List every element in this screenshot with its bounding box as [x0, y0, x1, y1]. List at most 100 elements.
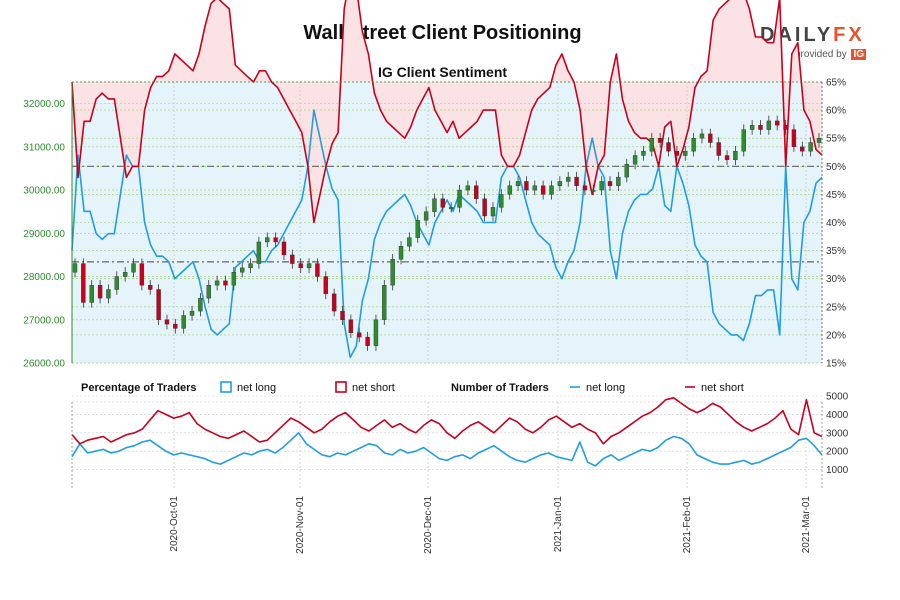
- logo-word-accent: FX: [833, 24, 865, 46]
- candle-body: [749, 125, 755, 130]
- price-tick-label: 26000.00: [23, 359, 65, 370]
- candle-body: [691, 137, 696, 152]
- legend-pct-long-swatch: [220, 381, 232, 393]
- legend-num-long: net long: [586, 382, 625, 394]
- candle-body: [181, 315, 186, 329]
- candle-body: [323, 276, 328, 295]
- candle-body: [164, 319, 170, 325]
- pct-tick-label: 30%: [826, 274, 846, 285]
- candle-body: [591, 189, 596, 192]
- pct-tick-label: 60%: [826, 106, 846, 117]
- candle-body: [290, 254, 295, 264]
- pct-tick-label: 65%: [826, 78, 846, 89]
- top-panel-pct-lines: [71, 0, 823, 359]
- pct-tick-label: 20%: [826, 330, 846, 341]
- legend-num-short: net short: [701, 382, 744, 394]
- candle-body: [415, 220, 420, 238]
- date-tick-label: 2020-Nov-01: [295, 496, 306, 554]
- top-panel-grid: [72, 81, 822, 364]
- candle-body: [566, 176, 571, 182]
- candle-body: [432, 198, 437, 212]
- candle-body: [800, 146, 805, 152]
- date-tick-label: 2021-Feb-01: [682, 496, 693, 554]
- candle-body: [507, 185, 512, 195]
- candle-body: [382, 284, 387, 320]
- candle-body: [281, 241, 287, 256]
- candle-body: [490, 207, 496, 217]
- candle-body: [641, 150, 646, 156]
- candle-body: [315, 263, 320, 277]
- date-tick-label: 2021-Jan-01: [553, 496, 564, 553]
- num-net-short-line: [71, 397, 823, 445]
- candle-body: [582, 185, 588, 191]
- candle-body: [540, 185, 546, 195]
- candle-body: [214, 280, 220, 286]
- candle-body: [624, 163, 629, 178]
- date-tick-label: 2021-Mar-01: [801, 496, 812, 554]
- candle-body: [532, 185, 537, 191]
- date-tick-label: 2020-Oct-01: [169, 496, 180, 552]
- num-tick-label: 5000: [826, 392, 849, 403]
- candle-body: [816, 137, 822, 143]
- candle-body: [256, 241, 262, 264]
- candle-body: [298, 263, 303, 269]
- candle-body: [248, 263, 253, 269]
- candle-body: [407, 237, 412, 247]
- candle-body: [482, 198, 487, 217]
- candle-body: [231, 272, 237, 286]
- candle-body: [189, 310, 195, 316]
- price-tick-label: 28000.00: [23, 272, 65, 283]
- legend-pct-heading: Percentage of Traders: [81, 382, 197, 394]
- legend-pct-short: net short: [352, 382, 395, 394]
- pct-net-short-line: [71, 0, 823, 224]
- candle-body: [766, 120, 772, 130]
- legend: Percentage of Traders net long net short…: [81, 381, 744, 394]
- candle-body: [649, 137, 655, 152]
- candle-body: [156, 289, 161, 320]
- candle-body: [81, 263, 86, 303]
- num-net-long-line: [71, 432, 823, 467]
- pct-tick-label: 35%: [826, 246, 846, 257]
- candle-body: [331, 293, 337, 312]
- candle-body: [106, 289, 111, 299]
- candle-body: [549, 185, 554, 195]
- candle-body: [733, 150, 738, 161]
- bottom-panel-axes: 1000 2000 3000 4000 5000 2020-Oct-01 2020-Nov-…: [71, 392, 849, 554]
- candle-body: [758, 125, 763, 130]
- num-tick-label: 3000: [826, 428, 849, 439]
- num-tick-label: 1000: [826, 465, 849, 476]
- candle-body: [131, 263, 136, 273]
- candle-body: [457, 189, 462, 208]
- top-panel-axes: 15% 20% 25% 30% 35% 40% 45% 50% 55% 60% 65% 26000.0…: [23, 78, 846, 370]
- candle-body: [206, 284, 211, 299]
- candle-body: [398, 246, 404, 260]
- candle-body: [357, 332, 362, 338]
- pct-tick-label: 55%: [826, 134, 846, 145]
- candle-body: [524, 181, 529, 191]
- candle-body: [306, 263, 312, 269]
- candle-body: [239, 267, 245, 273]
- price-candles: [72, 115, 822, 351]
- candle-body: [607, 181, 613, 186]
- candle-body: [515, 181, 521, 186]
- candle-body: [440, 198, 446, 208]
- candle-body: [674, 150, 680, 156]
- candle-body: [97, 284, 103, 299]
- candle-body: [499, 194, 504, 208]
- candle-body: [708, 133, 713, 143]
- pct-tick-label: 15%: [826, 359, 846, 370]
- candle-body: [373, 319, 379, 346]
- price-tick-label: 27000.00: [23, 315, 65, 326]
- candle-body: [474, 185, 479, 199]
- pct-tick-label: 50%: [826, 162, 846, 173]
- candle-body: [683, 150, 688, 156]
- num-tick-label: 2000: [826, 447, 849, 458]
- candle-body: [724, 155, 730, 161]
- candle-body: [783, 125, 788, 130]
- candle-body: [465, 185, 471, 191]
- pct-tick-label: 45%: [826, 190, 846, 201]
- bottom-panel-lines: [71, 397, 823, 467]
- date-tick-label: 2020-Dec-01: [423, 496, 434, 554]
- pct-tick-label: 25%: [826, 302, 846, 313]
- candle-body: [365, 336, 370, 346]
